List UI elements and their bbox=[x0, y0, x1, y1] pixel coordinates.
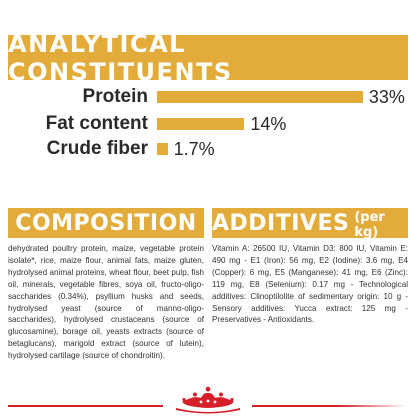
composition-title: COMPOSITION bbox=[15, 210, 197, 236]
nutrient-bar bbox=[157, 91, 363, 103]
nutrient-value: 1.7% bbox=[173, 139, 215, 159]
nutrient-label: Protein bbox=[82, 86, 148, 107]
nutrient-label: Fat content bbox=[45, 113, 148, 134]
nutrient-row-fat-content: Fat content 14% bbox=[0, 112, 416, 136]
composition-banner: COMPOSITION bbox=[8, 208, 204, 238]
nutrient-bar bbox=[157, 118, 245, 130]
additives-title: ADDITIVES bbox=[212, 210, 350, 236]
additives-text: Vitamin A: 26500 IU, Vitamin D3: 800 IU,… bbox=[212, 244, 408, 325]
footer-divider-right bbox=[252, 405, 408, 407]
royal-canin-crown-icon bbox=[176, 386, 240, 414]
composition-text: dehydrated poultry protein, maize, veget… bbox=[8, 244, 204, 361]
analytical-constituents-banner: ANALYTICAL CONSTITUENTS bbox=[8, 30, 408, 86]
nutrient-row-crude-fiber: Crude fiber 1.7% bbox=[0, 137, 416, 161]
analytical-constituents-title: ANALYTICAL CONSTITUENTS bbox=[8, 29, 233, 86]
nutrient-value: 14% bbox=[250, 114, 287, 134]
footer-divider-left bbox=[8, 405, 163, 407]
nutrient-row-protein: Protein 33% bbox=[0, 85, 416, 109]
nutrient-value: 33% bbox=[368, 87, 405, 107]
additives-banner: ADDITIVES (per kg) bbox=[212, 208, 408, 240]
nutrient-bar bbox=[157, 143, 168, 155]
additives-subtitle: (per kg) bbox=[354, 209, 385, 240]
nutrient-label: Crude fiber bbox=[46, 138, 148, 159]
